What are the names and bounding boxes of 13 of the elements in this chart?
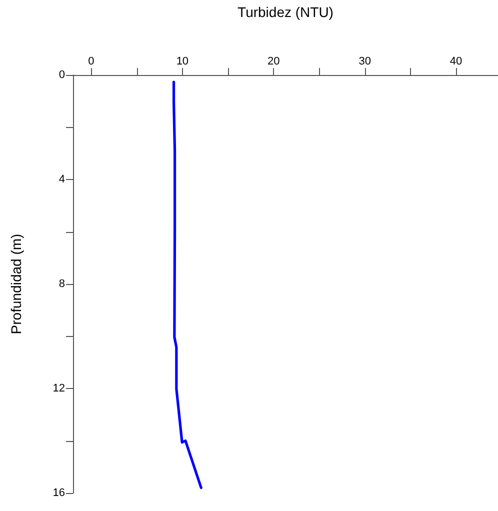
y-tick-label: 16 <box>52 487 65 499</box>
y-tick-label: 4 <box>58 174 65 186</box>
x-tick-label: 10 <box>176 56 189 68</box>
y-tick-label: 0 <box>58 69 65 81</box>
y-tick-label: 8 <box>58 278 65 290</box>
y-tick-label: 12 <box>52 382 65 394</box>
line-series <box>172 80 202 490</box>
x-tick-label: 20 <box>268 56 280 68</box>
x-tick-label: 0 <box>88 56 94 68</box>
x-tick-label: 40 <box>450 56 462 68</box>
y-axis-title: Profundidad (m) <box>8 234 24 334</box>
x-tick-label: 30 <box>358 56 371 68</box>
x-axis-title: Turbidez (NTU) <box>238 4 334 20</box>
